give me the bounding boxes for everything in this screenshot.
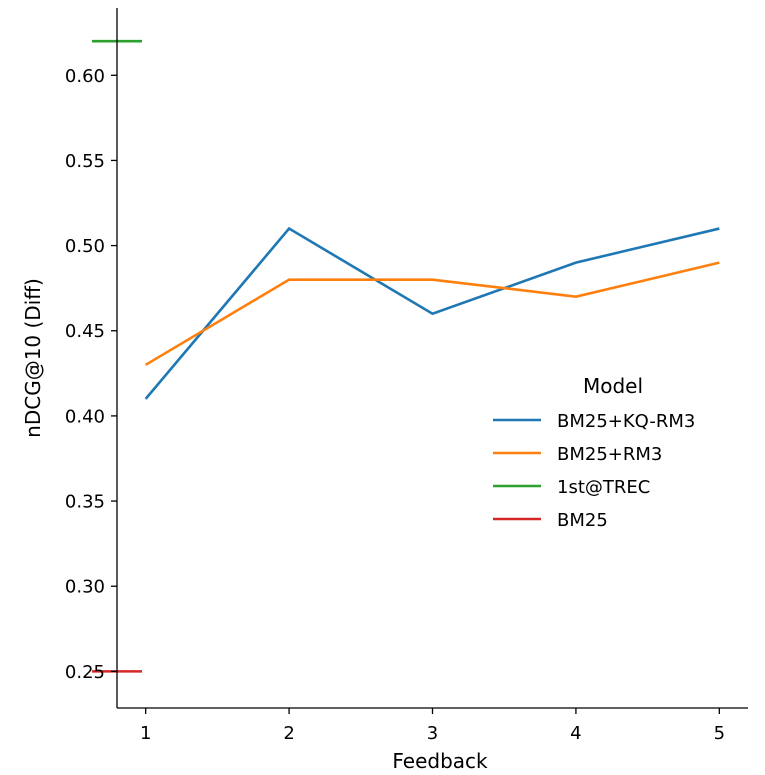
- y-tick-label: 0.30: [65, 577, 105, 598]
- x-tick-label: 5: [714, 723, 725, 744]
- y-tick-label: 0.25: [65, 662, 105, 683]
- axes: [116, 8, 748, 709]
- y-tick-label: 0.35: [65, 492, 105, 513]
- legend-label-bm25: BM25: [557, 510, 608, 531]
- legend: Model BM25+KQ-RM3 BM25+RM3 1st@TREC BM25: [493, 374, 695, 531]
- x-axis-label: Feedback: [392, 749, 488, 771]
- legend-label-1st-trec: 1st@TREC: [557, 477, 650, 498]
- legend-label-bm25-kq-rm3: BM25+KQ-RM3: [557, 411, 695, 432]
- x-tick-label: 1: [140, 723, 151, 744]
- legend-label-bm25-rm3: BM25+RM3: [557, 444, 662, 465]
- legend-title: Model: [583, 374, 643, 398]
- series-line-bm25-kq-rm3: [144, 226, 720, 400]
- series-lines: [144, 226, 720, 400]
- x-ticks: 1 2 3 4 5: [140, 708, 725, 744]
- y-tick-label: 0.60: [65, 66, 105, 87]
- legend-items: BM25+KQ-RM3 BM25+RM3 1st@TREC BM25: [493, 411, 695, 531]
- series-line-bm25-rm3: [145, 261, 720, 366]
- y-ticks: 0.25 0.30 0.35 0.40 0.45 0.50 0.55 0.60: [65, 66, 117, 683]
- y-tick-label: 0.45: [65, 321, 105, 342]
- x-tick-label: 4: [570, 723, 581, 744]
- y-axis-label: nDCG@10 (Diff): [21, 278, 45, 438]
- x-tick-label: 2: [283, 723, 294, 744]
- y-tick-label: 0.40: [65, 406, 105, 427]
- y-tick-label: 0.50: [65, 236, 105, 257]
- y-tick-label: 0.55: [65, 151, 105, 172]
- x-tick-label: 3: [427, 723, 438, 744]
